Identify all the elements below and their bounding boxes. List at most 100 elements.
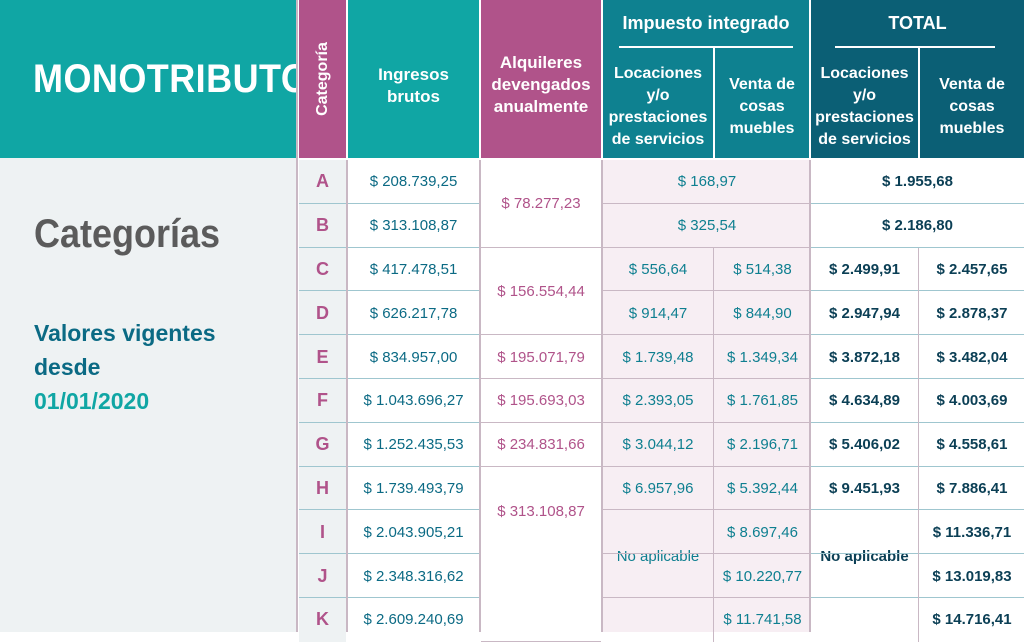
category-cell: G <box>299 422 346 467</box>
impuesto-ab-cell: $ 168,97 <box>677 173 737 191</box>
total-sub-divider <box>918 48 920 158</box>
grid-line <box>603 509 811 511</box>
ingresos-cell: $ 208.739,25 <box>348 160 479 204</box>
category-cell: C <box>299 247 346 292</box>
total-venta-cell: $ 2.878,37 <box>936 304 1008 322</box>
grid-line <box>811 246 1024 248</box>
grid-line <box>346 160 348 632</box>
total-no-aplicable: No aplicable <box>820 548 909 566</box>
ingresos-cell: $ 1.739.493,79 <box>348 466 479 511</box>
grid-line <box>481 334 601 336</box>
total-locaciones-cell: $ 9.451,93 <box>829 479 900 497</box>
grid-line <box>603 334 811 336</box>
ingresos-cell: $ 1.043.696,27 <box>348 379 479 423</box>
impuesto-venta-cell: $ 5.392,44 <box>727 479 798 497</box>
impuesto-locaciones-header: Locaciones y/o prestaciones de servicios <box>608 65 708 148</box>
ingresos-cell: $ 313.108,87 <box>348 203 479 248</box>
impuesto-no-aplicable: No aplicable <box>616 548 700 566</box>
impuesto-venta-cell: $ 1.349,34 <box>727 348 798 366</box>
grid-line <box>811 334 1024 336</box>
total-venta-cell: $ 2.457,65 <box>936 260 1008 278</box>
grid-line <box>809 160 811 632</box>
category-cell: K <box>299 598 346 642</box>
impuesto-venta-header: Venta de cosas muebles <box>729 76 795 137</box>
impuesto-venta-cell: $ 844,90 <box>733 304 792 322</box>
validity-date: 01/01/2020 <box>34 388 150 414</box>
ingresos-cell: $ 2.609.240,69 <box>348 598 479 642</box>
impuesto-venta-cell: $ 10.220,77 <box>722 567 803 585</box>
grid-line <box>481 378 601 379</box>
alquileres-cell: $ 195.693,03 <box>481 379 601 423</box>
total-locaciones-header: Locaciones y/o prestaciones de servicios <box>815 65 914 148</box>
grid-line <box>601 160 603 632</box>
ingresos-cell: $ 626.217,78 <box>348 291 479 336</box>
alquileres-cell: $ 313.108,87 <box>481 466 601 642</box>
total-locaciones-cell: $ 5.406,02 <box>829 436 900 454</box>
category-cell: H <box>299 466 346 511</box>
total-locaciones-cell: $ 3.872,18 <box>829 348 900 366</box>
grid-line <box>296 0 298 632</box>
grid-line <box>481 421 601 423</box>
grid-line <box>811 378 1024 379</box>
total-ab-cell: $ 1.955,68 <box>882 173 953 191</box>
total-venta-cell: $ 3.482,04 <box>936 348 1008 366</box>
category-cell: A <box>299 160 346 204</box>
impuesto-divider <box>619 46 793 48</box>
grid-line <box>299 334 479 336</box>
grid-line <box>811 597 1024 598</box>
grid-line <box>299 246 479 248</box>
ingresos-cell: $ 834.957,00 <box>348 335 479 379</box>
total-title: TOTAL <box>888 12 947 33</box>
grid-line <box>811 202 1024 204</box>
impuesto-venta-cell: $ 8.697,46 <box>727 523 798 541</box>
page-title: MONOTRIBUTO <box>33 56 310 101</box>
category-cell: E <box>299 335 346 379</box>
total-venta-cell: $ 14.716,41 <box>932 611 1012 629</box>
total-locaciones-cell: $ 2.947,94 <box>829 304 900 322</box>
grid-line <box>811 553 1024 555</box>
ingresos-cell: $ 1.252.435,53 <box>348 422 479 467</box>
grid-line <box>603 465 811 467</box>
grid-line <box>603 597 811 598</box>
left-panel <box>0 158 297 632</box>
total-venta-cell: $ 7.886,41 <box>936 479 1008 497</box>
header-alquileres: Alquileres devengados anualmente <box>481 0 601 158</box>
impuesto-title: Impuesto integrado <box>622 12 790 33</box>
total-venta-cell: $ 4.003,69 <box>936 392 1008 410</box>
grid-line <box>299 465 479 467</box>
ingresos-cell: $ 2.043.905,21 <box>348 510 479 555</box>
alquileres-cell: $ 78.277,23 <box>481 160 601 248</box>
grid-line <box>918 247 919 642</box>
category-cell: J <box>299 554 346 598</box>
total-venta-cell: $ 13.019,83 <box>932 567 1012 585</box>
category-cell: B <box>299 203 346 248</box>
impuesto-locaciones-cell: $ 2.393,05 <box>622 392 694 410</box>
grid-line <box>811 509 1024 511</box>
category-cell: I <box>299 510 346 555</box>
header-total: TOTAL Locaciones y/o prestaciones de ser… <box>811 0 1024 158</box>
header-impuesto-integrado: Impuesto integrado Locaciones y/o presta… <box>603 0 809 158</box>
grid-line <box>299 290 479 292</box>
total-venta-header: Venta de cosas muebles <box>939 76 1005 137</box>
impuesto-sub-divider <box>713 48 715 158</box>
grid-line <box>479 160 481 632</box>
grid-line <box>811 465 1024 467</box>
alquileres-cell: $ 156.554,44 <box>481 247 601 336</box>
grid-line <box>299 597 479 598</box>
ingresos-cell: $ 417.478,51 <box>348 247 479 292</box>
grid-line <box>603 421 811 423</box>
subtitle: Categorías <box>34 212 221 256</box>
impuesto-ab-cell: $ 325,54 <box>677 217 737 235</box>
grid-line <box>603 378 811 379</box>
total-divider <box>835 46 995 48</box>
grid-line <box>299 421 479 423</box>
header-categoria: Categoría <box>299 0 346 158</box>
impuesto-locaciones-cell: $ 556,64 <box>628 260 688 278</box>
grid-line <box>481 465 601 467</box>
title-banner: MONOTRIBUTO <box>0 0 309 158</box>
category-cell: D <box>299 291 346 336</box>
total-locaciones-cell: $ 4.634,89 <box>829 392 900 410</box>
impuesto-locaciones-cell: $ 3.044,12 <box>622 436 694 454</box>
grid-line <box>299 378 479 379</box>
impuesto-venta-cell: $ 11.741,58 <box>723 611 802 629</box>
